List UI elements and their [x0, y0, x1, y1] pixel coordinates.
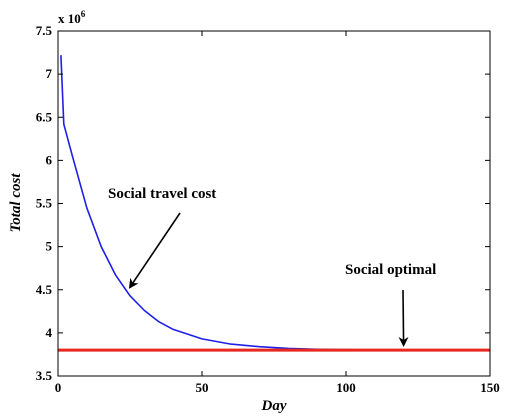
y-exponent-power: 6 — [81, 9, 86, 19]
x-tick-label: 0 — [55, 380, 62, 395]
y-tick-label: 5 — [46, 239, 53, 254]
y-tick-label: 4.5 — [36, 282, 53, 297]
y-tick-label: 7.5 — [36, 23, 53, 38]
y-tick-label: 4 — [46, 325, 53, 340]
y-axis-title: Total cost — [8, 173, 24, 233]
y-tick-label: 6.5 — [36, 109, 53, 124]
y-tick-label: 6 — [46, 152, 53, 167]
x-tick-label: 100 — [336, 380, 356, 395]
x-tick-label: 150 — [480, 380, 500, 395]
social-optimal-arrow — [403, 290, 404, 345]
social-travel-cost-annotation: Social travel cost — [108, 186, 216, 202]
y-exponent-base: x 10 — [58, 11, 81, 26]
x-axis-title: Day — [261, 398, 287, 414]
y-tick-label: 7 — [46, 66, 53, 81]
y-tick-label: 5.5 — [36, 196, 53, 211]
y-exponent-label: x 106 — [58, 9, 86, 26]
social-optimal-annotation: Social optimal — [345, 262, 436, 278]
x-tick-label: 50 — [196, 380, 209, 395]
y-tick-label: 3.5 — [36, 368, 53, 383]
plot-background — [58, 31, 490, 376]
